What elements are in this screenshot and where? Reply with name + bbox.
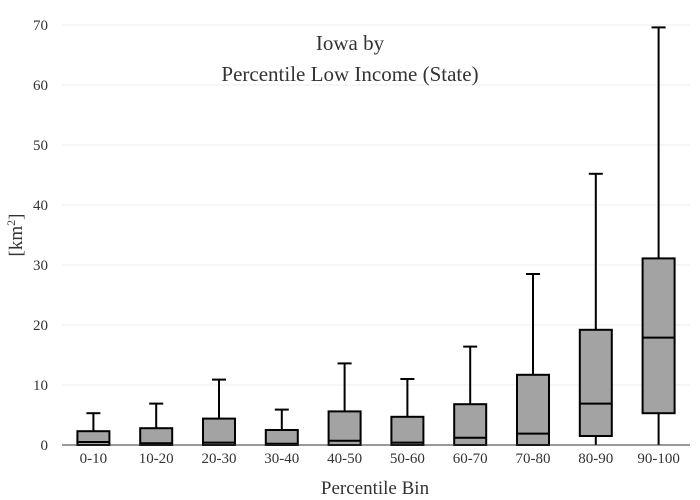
box-20-30 <box>202 378 236 447</box>
x-tick-label-40-50: 40-50 <box>327 451 362 467</box>
chart-title-line-1: Iowa by <box>316 31 385 55</box>
y-tick-label-20: 20 <box>33 318 48 334</box>
y-axis-label: [km2] <box>4 214 27 257</box>
box-10-20 <box>139 402 174 447</box>
y-tick-label-70: 70 <box>33 18 48 34</box>
x-tick-label-20-30: 20-30 <box>202 451 237 467</box>
y-axis-label-close: ] <box>6 214 27 220</box>
iqr-box-40-50 <box>327 410 362 446</box>
x-tick-label-90-100: 90-100 <box>637 451 680 467</box>
y-tick-label-0: 0 <box>41 438 49 454</box>
y-tick-label-10: 10 <box>33 378 48 394</box>
box-30-40 <box>264 408 299 446</box>
box-90-100 <box>641 26 676 445</box>
box-80-90 <box>578 172 613 445</box>
y-tick-labels: 0 10 20 30 40 50 60 70 <box>33 18 48 454</box>
x-tick-labels: 0-10 10-20 20-30 30-40 40-50 50-60 60-70 70-80 8… <box>80 451 680 467</box>
x-axis-label: Percentile Bin <box>321 478 430 499</box>
y-tick-label-40: 40 <box>33 198 48 214</box>
y-tick-label-50: 50 <box>33 138 48 154</box>
box-50-60 <box>390 378 425 446</box>
grid-lines <box>62 24 690 386</box>
x-tick-label-80-90: 80-90 <box>578 451 613 467</box>
iqr-box-20-30 <box>202 417 236 447</box>
x-tick-label-10-20: 10-20 <box>139 451 174 467</box>
box-0-10 <box>76 412 111 447</box>
iqr-box-50-60 <box>390 415 425 446</box>
x-tick-label-70-80: 70-80 <box>516 451 551 467</box>
y-tick-label-60: 60 <box>33 78 48 94</box>
box-60-70 <box>453 345 488 447</box>
x-tick-label-30-40: 30-40 <box>264 451 299 467</box>
iqr-box-80-90 <box>578 328 613 437</box>
iqr-box-90-100 <box>641 257 676 415</box>
box-40-50 <box>327 362 362 446</box>
y-axis-label-base: [km <box>6 226 27 257</box>
y-tick-label-30: 30 <box>33 258 48 274</box>
box-series <box>76 26 676 447</box>
y-axis-label-superscript: 2 <box>4 220 18 226</box>
iqr-box-30-40 <box>264 429 299 446</box>
box-70-80 <box>516 273 550 446</box>
x-tick-label-50-60: 50-60 <box>390 451 425 467</box>
chart-title-line-2: Percentile Low Income (State) <box>221 62 478 86</box>
iqr-box-60-70 <box>453 403 488 447</box>
x-tick-label-60-70: 60-70 <box>453 451 488 467</box>
x-tick-label-0-10: 0-10 <box>80 451 108 467</box>
